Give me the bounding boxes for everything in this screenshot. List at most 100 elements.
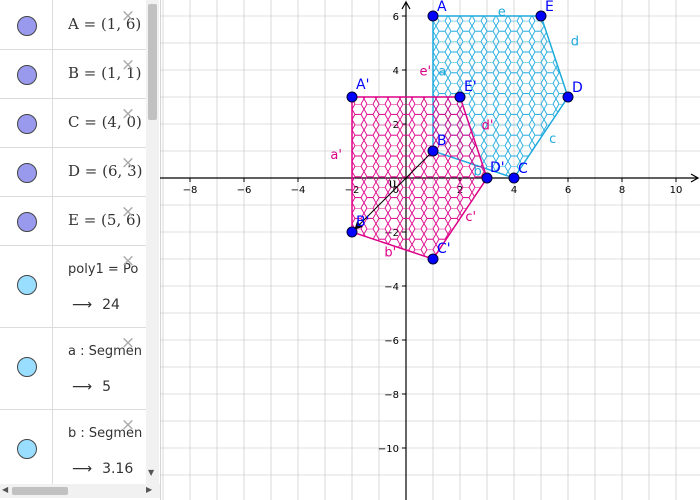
algebra-row[interactable]: poly1 = Po ⟶ 24 × — [0, 245, 146, 328]
segment-label: e' — [420, 64, 432, 79]
algebra-definition[interactable]: B = (1, 1) — [68, 64, 142, 82]
visibility-dot-icon[interactable] — [17, 65, 37, 85]
point-label: A — [437, 0, 447, 15]
y-tick-label: −8 — [384, 390, 399, 401]
polygon-image[interactable] — [351, 96, 488, 260]
point-marker[interactable] — [427, 253, 439, 265]
algebra-row[interactable]: E = (5, 6) × — [0, 196, 146, 246]
segment-label: c — [549, 132, 556, 147]
segment-label: d — [571, 35, 579, 50]
y-tick-label: −10 — [378, 444, 399, 455]
segment-label: b' — [384, 245, 396, 260]
close-icon[interactable]: × — [120, 153, 136, 173]
point-marker[interactable] — [481, 172, 493, 184]
algebra-definition[interactable]: poly1 = Po — [68, 262, 139, 277]
visibility-toggle[interactable] — [0, 0, 53, 49]
scroll-left-arrow-icon[interactable]: ◀ — [2, 485, 9, 494]
algebra-definition[interactable]: b : Segmen — [68, 426, 143, 441]
algebra-definition[interactable]: E = (5, 6) — [68, 211, 142, 229]
visibility-toggle[interactable] — [0, 409, 53, 491]
visibility-dot-icon[interactable] — [17, 114, 37, 134]
algebra-definition[interactable]: D = (6, 3) — [68, 162, 143, 180]
point-marker[interactable] — [346, 91, 358, 103]
close-icon[interactable]: × — [120, 55, 136, 75]
segment-label: a — [438, 64, 446, 79]
visibility-dot-icon[interactable] — [17, 439, 37, 459]
result-arrow-icon: ⟶ — [72, 379, 93, 395]
algebra-value: ⟶ 5 — [72, 379, 111, 395]
x-tick-label: 6 — [565, 185, 571, 196]
result-arrow-icon: ⟶ — [72, 461, 93, 477]
algebra-definition[interactable]: A = (1, 6) — [68, 15, 142, 33]
y-tick-label: −6 — [384, 336, 399, 347]
algebra-row[interactable]: C = (4, 0) × — [0, 98, 146, 148]
value-text: 3.16 — [102, 461, 134, 477]
visibility-dot-icon[interactable] — [17, 275, 37, 295]
point-label: D — [572, 80, 583, 96]
point-marker[interactable] — [508, 172, 520, 184]
x-tick-label: −8 — [183, 185, 198, 196]
scroll-right-arrow-icon[interactable]: ▶ — [146, 485, 153, 494]
algebra-definition[interactable]: a : Segmen — [68, 344, 143, 359]
x-tick-label: −4 — [291, 185, 306, 196]
y-axis-arrow-icon — [401, 0, 411, 10]
algebra-horizontal-scrollbar[interactable]: ◀ ▶ — [0, 484, 160, 498]
point-marker[interactable] — [454, 91, 466, 103]
algebra-row[interactable]: D = (6, 3) × — [0, 147, 146, 197]
close-icon[interactable]: × — [120, 202, 136, 222]
graphics-view[interactable]: −8−6−4−2246810642−2−4−6−8−100 u abcdea'b… — [160, 0, 700, 500]
visibility-dot-icon[interactable] — [17, 163, 37, 183]
algebra-vertical-scrollbar[interactable]: ▼ — [146, 0, 159, 484]
visibility-dot-icon[interactable] — [17, 357, 37, 377]
visibility-toggle[interactable] — [0, 49, 53, 98]
point-label: E — [545, 0, 554, 15]
segment-label: b — [474, 164, 482, 179]
close-icon[interactable]: × — [120, 415, 136, 435]
y-tick-label: 4 — [393, 66, 399, 77]
x-axis-arrow-icon — [690, 173, 700, 183]
translation-vector-u[interactable] — [354, 150, 434, 230]
visibility-toggle[interactable] — [0, 98, 53, 147]
algebra-definition[interactable]: C = (4, 0) — [68, 113, 142, 131]
vector-label: u — [389, 176, 397, 191]
value-text: 5 — [102, 379, 111, 395]
x-tick-label: 8 — [619, 185, 625, 196]
segment-label: c' — [465, 210, 476, 225]
close-icon[interactable]: × — [120, 104, 136, 124]
points[interactable]: A B C D E A' B' C' D' E' — [346, 0, 583, 265]
algebra-row[interactable]: b : Segmen ⟶ 3.16 × — [0, 409, 146, 492]
visibility-toggle[interactable] — [0, 245, 53, 327]
point-label: D' — [490, 160, 505, 176]
scrollbar-thumb[interactable] — [12, 487, 68, 495]
algebra-value: ⟶ 3.16 — [72, 461, 133, 477]
point-marker[interactable] — [346, 226, 358, 238]
segment-label: e — [498, 5, 506, 20]
point-label: E' — [464, 79, 477, 95]
visibility-toggle[interactable] — [0, 147, 53, 196]
algebra-row[interactable]: a : Segmen ⟶ 5 × — [0, 327, 146, 410]
result-arrow-icon: ⟶ — [72, 297, 93, 313]
x-tick-label: 10 — [670, 185, 683, 196]
algebra-row[interactable]: B = (1, 1) × — [0, 49, 146, 99]
visibility-dot-icon[interactable] — [17, 212, 37, 232]
point-marker[interactable] — [535, 10, 547, 22]
algebra-row[interactable]: A = (1, 6) × — [0, 0, 146, 50]
point-marker[interactable] — [562, 91, 574, 103]
visibility-dot-icon[interactable] — [17, 16, 37, 36]
scroll-down-arrow-icon[interactable]: ▼ — [148, 468, 155, 477]
close-icon[interactable]: × — [120, 333, 136, 353]
point-label: C' — [437, 241, 451, 257]
point-marker[interactable] — [427, 10, 439, 22]
point-label: A' — [356, 77, 369, 93]
point-marker[interactable] — [427, 145, 439, 157]
algebra-view: A = (1, 6) × B = (1, 1) × C = (4, 0) × D = (6,… — [0, 0, 161, 500]
value-text: 24 — [102, 297, 120, 313]
scrollbar-thumb[interactable] — [148, 4, 157, 120]
close-icon[interactable]: × — [120, 251, 136, 271]
y-tick-label: 6 — [393, 12, 399, 23]
close-icon[interactable]: × — [120, 6, 136, 26]
point-label: B — [437, 133, 447, 149]
point-label: C — [518, 161, 528, 177]
visibility-toggle[interactable] — [0, 196, 53, 245]
visibility-toggle[interactable] — [0, 327, 53, 409]
